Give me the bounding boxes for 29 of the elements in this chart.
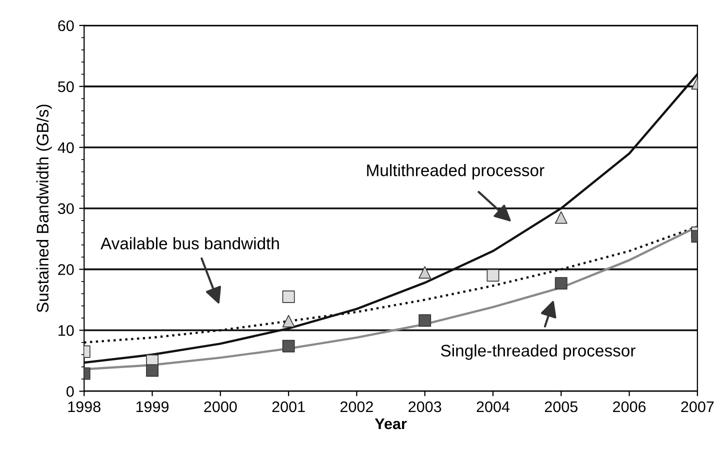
point bbox=[282, 340, 295, 352]
y-tick-label: 30 bbox=[58, 203, 74, 214]
x-tick-label: 2001 bbox=[272, 401, 305, 412]
point bbox=[146, 364, 158, 377]
x-axis-title: Year bbox=[374, 418, 407, 430]
x-tick-label: 2000 bbox=[204, 401, 237, 412]
point bbox=[282, 314, 295, 328]
y-tick-label: 20 bbox=[58, 264, 74, 275]
x-tick-label: 2005 bbox=[544, 401, 578, 412]
x-tick-label: 2002 bbox=[340, 401, 373, 412]
point bbox=[418, 266, 432, 279]
x-tick-label: 2006 bbox=[613, 401, 646, 412]
point bbox=[282, 290, 295, 303]
y-tick-label: 10 bbox=[58, 325, 74, 336]
y-axis-title: Sustained Bandwidth (GB/s) bbox=[36, 104, 52, 312]
annotation: Multithreaded processor bbox=[367, 164, 544, 180]
y-tick-label: 60 bbox=[58, 20, 74, 32]
x-tick-label: 1998 bbox=[68, 401, 100, 412]
annotation: Available bus bandwidth bbox=[100, 237, 279, 250]
y-tick-label: 0 bbox=[66, 386, 74, 397]
y-tick-label: 50 bbox=[58, 81, 74, 92]
y-tick-label: 40 bbox=[58, 142, 74, 154]
point bbox=[486, 269, 500, 282]
point bbox=[418, 314, 432, 327]
x-tick-label: 2004 bbox=[476, 401, 510, 412]
annotation: Single-threaded processor bbox=[440, 344, 636, 360]
x-tick-label: 1999 bbox=[136, 401, 169, 412]
x-tick-label: 2007 bbox=[681, 401, 714, 412]
x-tick-label: 2003 bbox=[408, 401, 442, 412]
